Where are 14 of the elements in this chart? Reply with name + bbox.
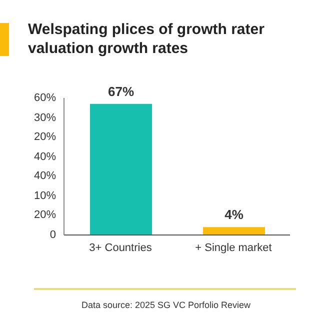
text: 0	[48, 228, 56, 242]
chart-title: Welspating plices of growth rater valuation growth rates	[28, 20, 266, 58]
text: 60%	[32, 91, 56, 105]
x-tick-label: + Single market	[195, 242, 272, 254]
text: 20%	[32, 130, 56, 144]
text: 30%	[32, 110, 56, 125]
data-label: 4%	[224, 207, 244, 222]
source-note: Data source: 2025 SG VC Porfolio Review	[80, 300, 252, 310]
text: 20%	[32, 208, 56, 222]
text: 10%	[32, 188, 56, 203]
text: 40%	[32, 169, 56, 184]
data-label: 67%	[108, 84, 134, 99]
text: 40%	[32, 150, 56, 164]
x-tick-label: 3+ Countries	[89, 242, 152, 254]
